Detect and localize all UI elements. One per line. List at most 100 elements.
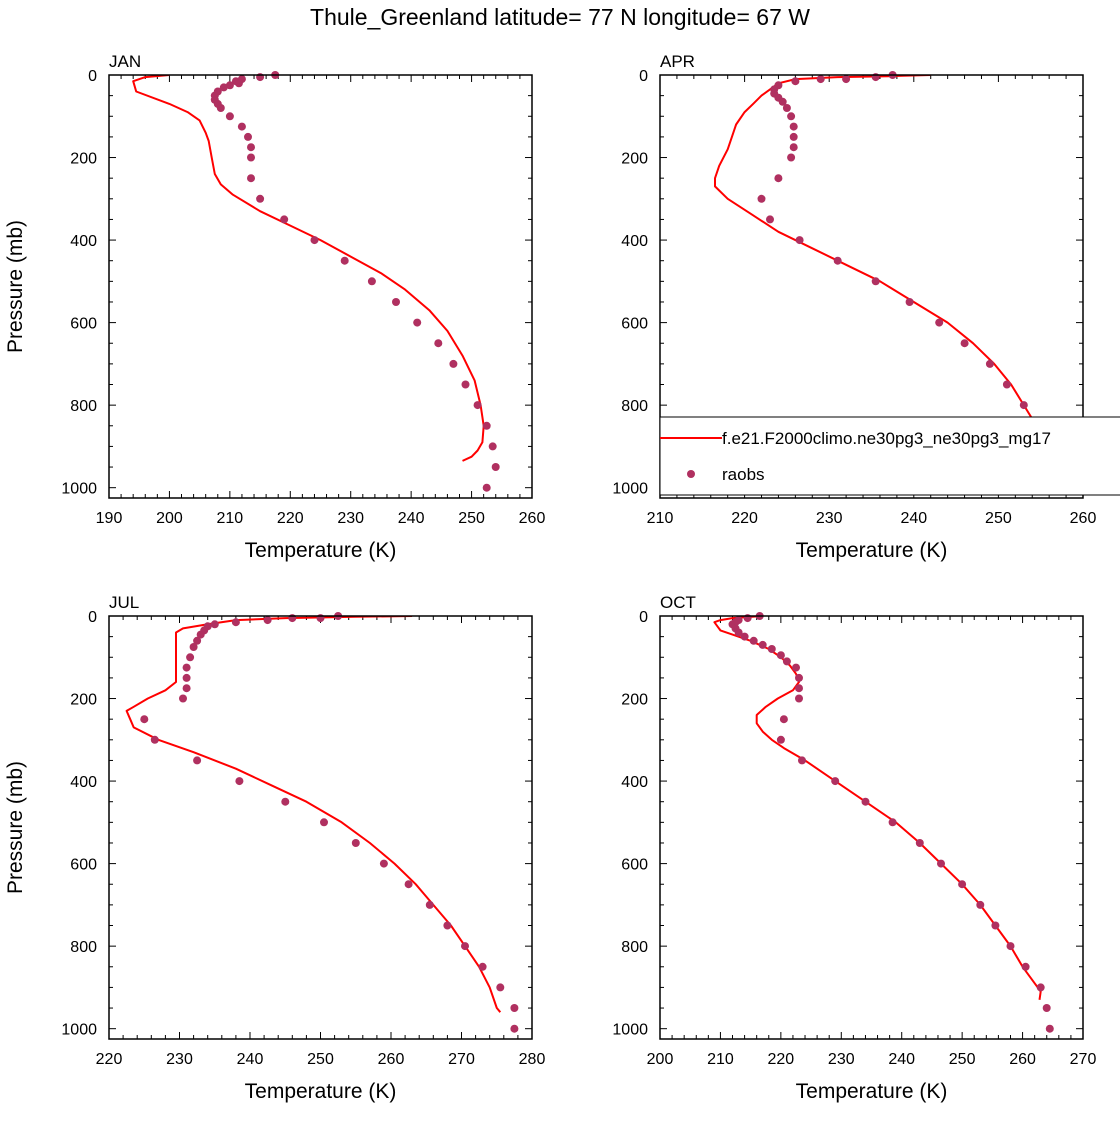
x-tick-label: 280 [519,1051,546,1068]
y-tick-label: 400 [621,774,648,791]
raobs-point [216,104,225,112]
model-profile-line [714,75,1052,468]
raobs-point [792,663,800,672]
y-tick-label: 600 [70,316,97,333]
y-tick-label: 0 [88,68,97,85]
chart-panel-oct: OCT 200 210 220 230 240 250 260 270 0 200 400 600 800… [612,593,1096,1103]
raobs-point [443,921,452,930]
raobs-point [782,104,791,112]
raobs-point [150,735,159,744]
x-tick-label: 210 [647,510,674,527]
model-profile-line [125,616,502,1013]
raobs-point [1002,380,1011,389]
legend-obs-label: raobs [722,465,765,484]
y-axis-label: Pressure (mb) [4,761,27,894]
x-tick-label: 260 [1070,510,1097,527]
plot-frame [659,615,1084,1040]
x-tick-label: 240 [237,1051,264,1068]
y-tick-label: 1000 [612,1022,648,1039]
raobs-point [510,1024,519,1033]
raobs-point [186,653,195,662]
raobs-point [976,900,985,909]
panel-title: JAN [109,52,141,71]
raobs-point [235,777,244,786]
y-tick-label: 200 [70,692,97,709]
legend-model-label: f.e21.F2000climo.ne30pg3_ne30pg3_mg17 [722,429,1051,448]
x-tick-label: 250 [985,510,1012,527]
raobs-point [749,636,758,645]
x-tick-label: 270 [1070,1051,1097,1068]
raobs-point [787,112,796,121]
y-tick-label: 1000 [61,1022,97,1039]
y-tick-label: 200 [621,692,648,709]
raobs-point [985,359,994,368]
x-tick-label: 260 [378,1051,405,1068]
x-tick-label: 240 [900,510,927,527]
x-tick-label: 220 [731,510,758,527]
raobs-point [247,153,255,162]
raobs-point [320,818,328,827]
raobs-point [247,143,255,152]
x-tick-label: 250 [458,510,485,527]
raobs-point [935,318,944,327]
raobs-point [179,694,187,703]
x-tick-label: 230 [337,510,364,527]
raobs-point [958,880,967,889]
raobs-point [795,673,803,682]
raobs-point [782,657,791,666]
y-tick-label: 0 [88,609,97,626]
y-tick-label: 200 [621,151,648,168]
raobs-point [757,194,766,203]
raobs-point [1036,983,1045,992]
raobs-point [263,616,272,625]
raobs-point [758,640,767,649]
raobs-point [767,645,776,653]
raobs-point [413,318,422,327]
plot-frame [108,615,533,1040]
raobs-point [831,777,840,786]
y-tick-label: 400 [70,774,97,791]
raobs-point [182,663,191,672]
raobs-point [937,859,945,868]
raobs-point [991,921,1000,930]
raobs-point [960,339,969,348]
raobs-point [776,735,785,744]
raobs-point [795,694,803,703]
y-tick-label: 600 [621,316,648,333]
raobs-point [225,81,234,90]
x-tick-label: 230 [166,1051,193,1068]
raobs-point [351,839,360,847]
model-profile-line [713,616,1042,1000]
x-tick-label: 210 [707,1051,734,1068]
raobs-point [234,79,243,88]
raobs-point [219,83,228,92]
raobs-point [281,797,290,806]
raobs-point [766,215,774,224]
x-axis-label: Temperature (K) [245,539,397,562]
raobs-point [189,643,198,651]
raobs-point [196,630,205,639]
raobs-point [225,112,234,121]
y-tick-label: 0 [639,609,648,626]
raobs-point [280,215,289,224]
raobs-point [473,401,482,410]
raobs-point [210,620,219,629]
raobs-point [367,277,376,286]
raobs-point [193,756,202,765]
model-profile-line [132,75,485,462]
raobs-point [789,132,798,141]
raobs-point [449,359,458,368]
raobs-point [340,256,349,265]
raobs-point [392,298,400,306]
raobs-point [888,818,897,827]
raobs-point [789,122,798,131]
x-tick-label: 240 [398,510,425,527]
y-tick-label: 1000 [612,481,648,498]
raobs-point [1006,942,1015,951]
x-tick-label: 200 [647,1051,674,1068]
raobs-point [1019,401,1028,410]
raobs-point [1021,962,1030,971]
raobs-point [791,77,800,86]
